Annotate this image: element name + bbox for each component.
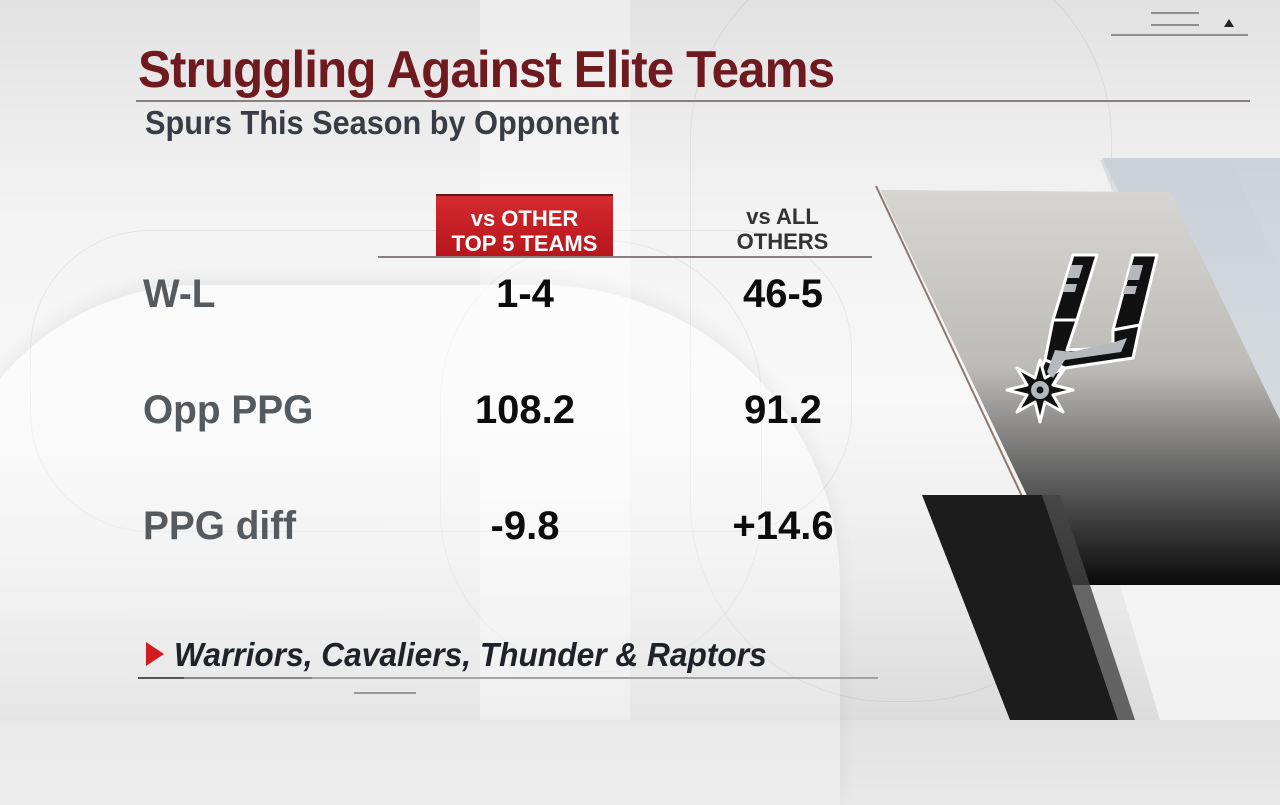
row-label-wl: W-L <box>143 272 216 316</box>
cell-ppg-diff-others: +14.6 <box>732 504 834 548</box>
cell-wl-others: 46-5 <box>742 272 824 316</box>
play-triangle-icon <box>146 642 164 666</box>
row-label-opp-ppg: Opp PPG <box>143 388 314 432</box>
column-header-others: vs ALL OTHERS <box>700 204 865 254</box>
top-right-deco-line <box>1151 12 1199 14</box>
footer-divider-accent <box>184 677 312 679</box>
column-header-line: vs ALL <box>746 204 819 229</box>
page-subtitle: Spurs This Season by Opponent <box>145 104 620 141</box>
cell-opp-ppg-others: 91.2 <box>744 388 822 432</box>
column-header-line: vs OTHER <box>470 206 579 231</box>
column-header-line: OTHERS <box>736 229 829 254</box>
column-header-line: TOP 5 TEAMS <box>451 231 598 256</box>
column-header-top5: vs OTHER TOP 5 TEAMS <box>436 194 613 256</box>
header-divider <box>378 256 872 258</box>
cell-wl-top5: 1-4 <box>496 272 554 316</box>
cell-ppg-diff-top5: -9.8 <box>490 504 560 548</box>
row-label-ppg-diff: PPG diff <box>143 504 297 548</box>
footnote-teams: Warriors, Cavaliers, Thunder & Raptors <box>174 636 767 673</box>
spurs-logo-icon <box>1005 253 1159 424</box>
footer-short-line <box>354 692 416 694</box>
title-divider <box>136 100 1250 102</box>
footer-divider <box>138 677 878 679</box>
page-title: Struggling Against Elite Teams <box>138 41 835 99</box>
cell-opp-ppg-top5: 108.2 <box>474 388 576 432</box>
background-light-bar <box>480 0 630 720</box>
background-swoosh <box>0 285 840 805</box>
up-triangle-icon <box>1224 19 1234 27</box>
top-right-deco-line <box>1111 34 1248 36</box>
top-right-deco-line <box>1151 24 1199 26</box>
footer-divider-accent <box>138 677 184 679</box>
